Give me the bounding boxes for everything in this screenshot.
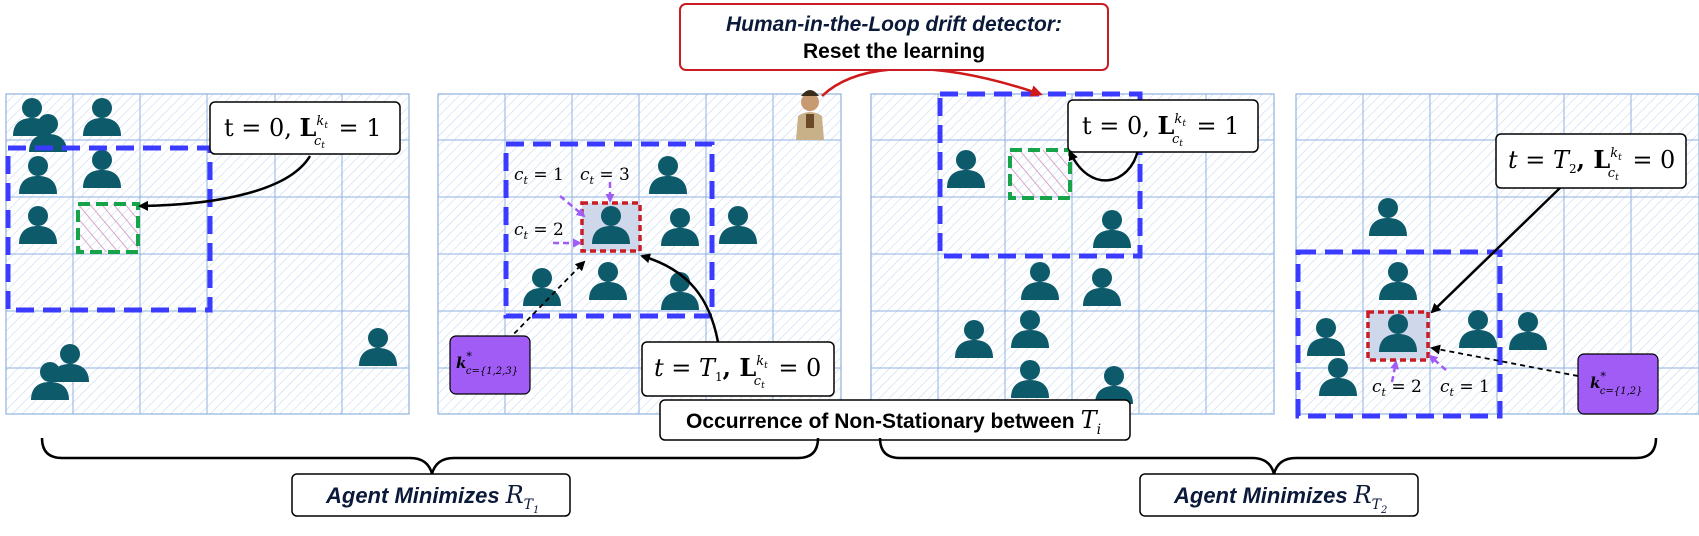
nonstationary-label: Occurrence of Non-Stationary between Ti [686, 406, 1101, 438]
panel-1-green-target [76, 202, 140, 254]
agent-2-box [1139, 473, 1419, 517]
panel-2-label-arrow [640, 253, 720, 343]
panel-3-label: t = 0, Lkt ct = 1 [1082, 111, 1239, 149]
agent-1-box [291, 473, 571, 517]
panel-3-green-target [1008, 148, 1072, 200]
panel-4-blue-region [1295, 249, 1503, 419]
panel-2-ct1-label: ct = 1 [514, 165, 564, 187]
panel-1-label: t = 0, Lkt ct = 1 [224, 113, 381, 151]
panel-2-label-box [641, 341, 835, 397]
panel-4: ct = 2 ct = 1 t = T2, Lkt ct = 0 k* c={1,2… [1295, 93, 1699, 419]
panel-2-kbox-arrow [507, 260, 586, 341]
brace-left [40, 437, 820, 475]
panel-2-gridlines [438, 94, 841, 414]
panel-4-purple-arrows [1390, 354, 1447, 383]
nonstationary-box [659, 399, 1131, 441]
brace-right [878, 437, 1658, 475]
panel-2-label: t = T1, Lkt ct = 0 [654, 353, 821, 391]
panel-2-ct2-label: ct = 2 [514, 220, 564, 242]
panel-4-ct1-label: ct = 1 [1440, 377, 1490, 399]
panel-2-security-guard-icon [796, 90, 824, 140]
panel-4-kbox-label: k* c={1,2} [1590, 370, 1643, 397]
drift-detector-box [679, 3, 1109, 71]
panel-4-ct2-label: ct = 2 [1372, 377, 1422, 399]
panel-2-kbox [449, 335, 531, 395]
panel-3-arrow [1068, 149, 1140, 182]
panel-1: t = 0, Lkt ct = 1 [5, 93, 410, 415]
panel-1-label-box [209, 101, 401, 155]
drift-detector-subtitle: Reset the learning [803, 40, 985, 63]
panel-2-ct3-label: ct = 3 [580, 165, 630, 187]
agent-1-label: Agent Minimizes RT1 [325, 481, 539, 516]
panel-1-blue-region [5, 145, 213, 313]
drift-detector-title: Human-in-the-Loop drift detector: [726, 13, 1062, 36]
panel-4-kbox [1577, 353, 1659, 415]
panel-4-kbox-arrow [1430, 344, 1579, 377]
panel-3-label-box [1067, 99, 1259, 153]
panel-4-arrow [1430, 185, 1563, 314]
panel-1-arrow [138, 155, 312, 211]
agent-2-label: Agent Minimizes RT2 [1173, 481, 1387, 516]
panel-4-label: t = T2, Lkt ct = 0 [1508, 145, 1675, 183]
panel-2-kbox-label: k* c={1,2,3} [456, 350, 518, 377]
panel-3: t = 0, Lkt ct = 1 [870, 91, 1275, 415]
panel-2: ct = 1 ct = 3 ct = 2 t = T1, Lkt ct = 0 k… [437, 90, 842, 415]
panel-2-purple-arrows [553, 182, 615, 248]
panel-3-blue-region [937, 91, 1143, 259]
panel-4-label-box [1495, 133, 1687, 189]
